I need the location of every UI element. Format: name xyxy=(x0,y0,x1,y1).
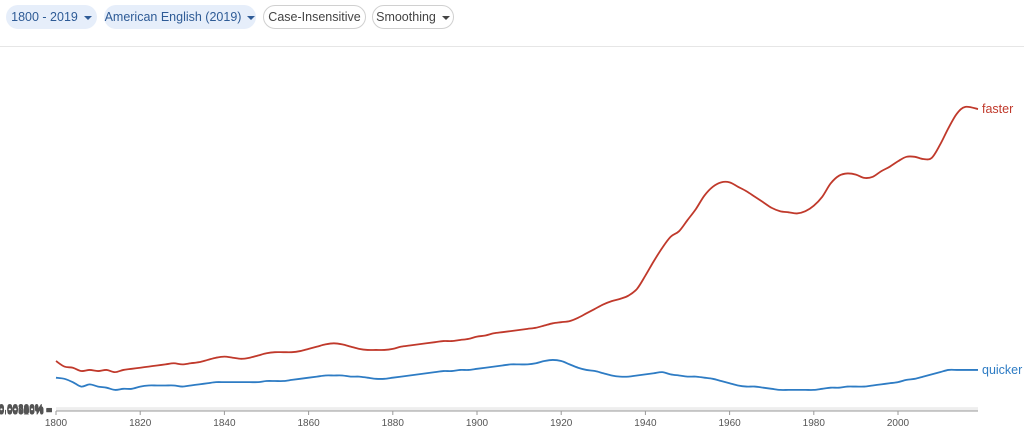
y-tick-label: 0.00260% – xyxy=(0,404,52,415)
smoothing-label: Smoothing xyxy=(376,10,436,24)
y-tick-label: 0.00000% – xyxy=(0,407,52,418)
y-tick-label: 0.00100% – xyxy=(0,405,52,416)
y-tick-label: 0.00280% – xyxy=(0,403,52,414)
series-lines xyxy=(55,105,979,391)
y-tick-label: 0.00200% – xyxy=(0,404,52,415)
x-tick-label: 1840 xyxy=(213,418,236,429)
caret-down-icon xyxy=(83,16,92,20)
x-axis: 1800 1820 1840 1860 1880 1900 1920 1940 1960 1980… xyxy=(45,410,978,429)
y-tick-label: 0.00060% – xyxy=(0,406,52,417)
y-tick-label: 0.00300% – xyxy=(0,403,52,414)
y-tick-label: 0.00120% – xyxy=(0,405,52,416)
x-tick-label: 1880 xyxy=(382,418,405,429)
corpus-label: American English (2019) xyxy=(104,10,242,24)
x-tick-label: 1980 xyxy=(803,418,826,429)
y-tick-label: 0.00040% – xyxy=(0,406,52,417)
year-range-label: 1800 - 2019 xyxy=(11,10,78,24)
x-tick-label: 1940 xyxy=(634,418,657,429)
x-tick-label: 1820 xyxy=(129,418,152,429)
series-line-faster[interactable] xyxy=(55,105,979,374)
x-tick-label: 1860 xyxy=(297,418,320,429)
smoothing-dropdown[interactable]: Smoothing xyxy=(372,5,454,29)
caret-down-icon xyxy=(247,16,256,20)
case-insensitive-label: Case-Insensitive xyxy=(268,10,361,24)
y-tick-label: 0.00140% – xyxy=(0,405,52,416)
series-labels: faster quicker xyxy=(982,102,1022,377)
caret-down-icon xyxy=(441,16,450,20)
grid-lines xyxy=(56,407,978,412)
series-line-quicker[interactable] xyxy=(55,359,978,391)
corpus-dropdown[interactable]: American English (2019) xyxy=(104,5,256,29)
y-tick-label: 0.00020% – xyxy=(0,406,52,417)
y-axis: 0.00000% –0.00020% –0.00040% –0.00060% –… xyxy=(0,403,52,417)
x-tick-label: 1920 xyxy=(550,418,573,429)
case-insensitive-toggle[interactable]: Case-Insensitive xyxy=(263,5,366,29)
y-tick-label: 0.00160% – xyxy=(0,405,52,416)
x-tick-label: 1960 xyxy=(718,418,741,429)
series-label-faster: faster xyxy=(982,102,1013,116)
y-tick-label: 0.00240% – xyxy=(0,404,52,415)
x-tick-label: 2000 xyxy=(887,418,910,429)
y-tick-label: 0.00180% – xyxy=(0,405,52,416)
x-tick-label: 1900 xyxy=(466,418,489,429)
series-label-quicker: quicker xyxy=(982,363,1022,377)
y-tick-label: 0.00080% – xyxy=(0,406,52,417)
y-tick-label: 0.00220% – xyxy=(0,404,52,415)
toolbar: 1800 - 2019 American English (2019) Case… xyxy=(0,0,1024,47)
x-tick-label: 1800 xyxy=(45,418,68,429)
year-range-dropdown[interactable]: 1800 - 2019 xyxy=(6,5,97,29)
